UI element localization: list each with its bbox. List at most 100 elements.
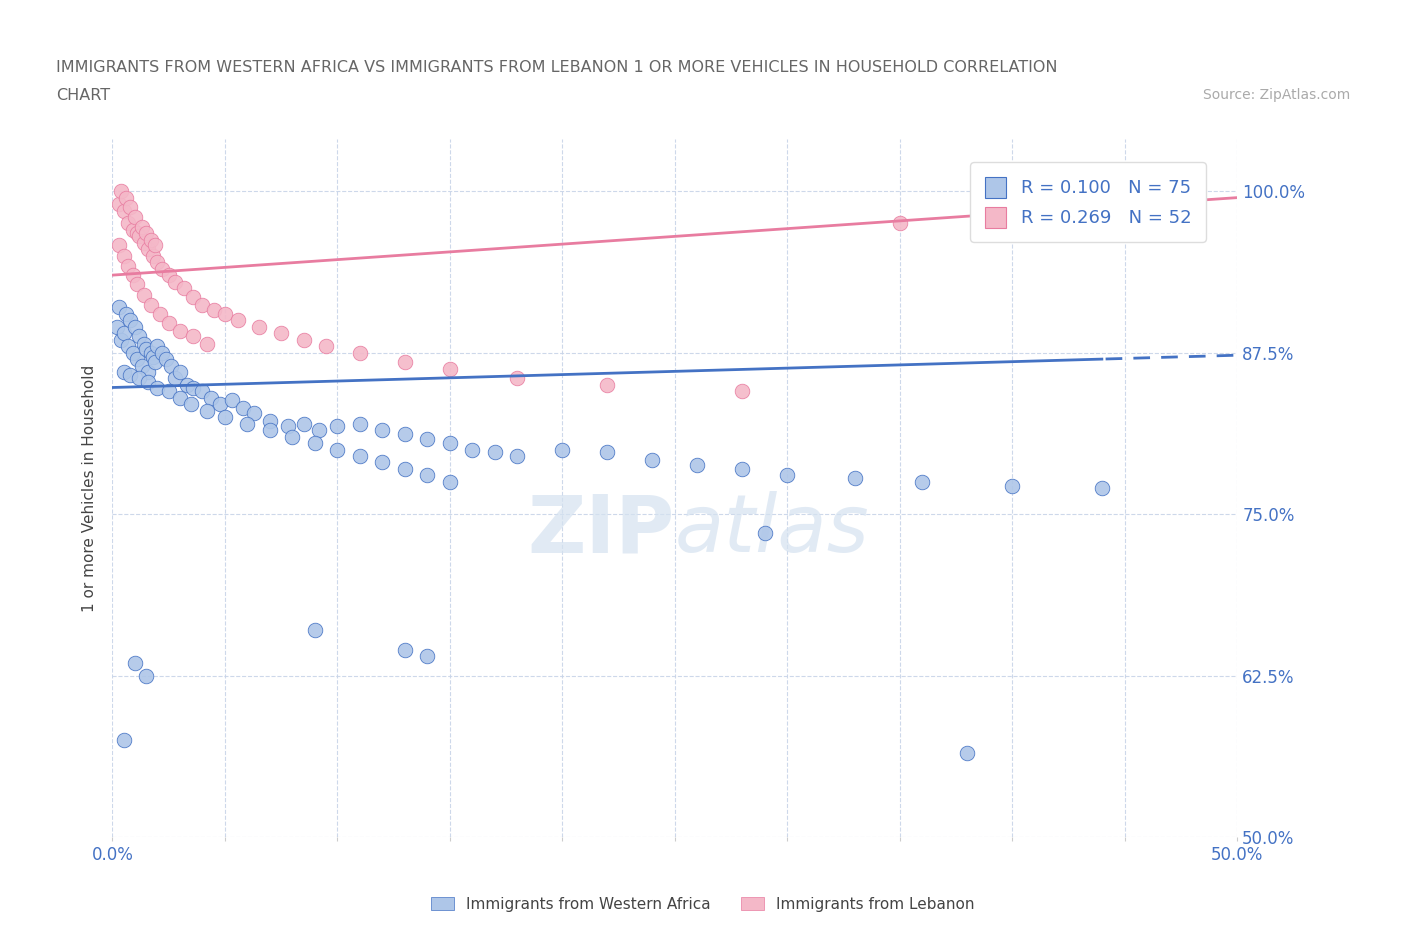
Point: [165, 274, 187, 289]
Point: [911, 474, 934, 489]
Point: [108, 238, 131, 253]
Point: [304, 435, 326, 450]
Point: [349, 448, 371, 463]
Legend: R = 0.100   N = 75, R = 0.269   N = 52: R = 0.100 N = 75, R = 0.269 N = 52: [970, 163, 1206, 242]
Point: [138, 375, 160, 390]
Point: [641, 452, 664, 467]
Point: [371, 455, 394, 470]
Point: [326, 442, 349, 457]
Point: [731, 384, 754, 399]
Point: [191, 384, 214, 399]
Point: [371, 423, 394, 438]
Point: [551, 442, 574, 457]
Point: [461, 442, 484, 457]
Point: [160, 358, 183, 373]
Point: [315, 339, 337, 353]
Point: [121, 268, 143, 283]
Point: [108, 196, 131, 211]
Point: [221, 393, 243, 408]
Point: [281, 429, 304, 444]
Point: [439, 362, 461, 377]
Point: [416, 432, 439, 446]
Point: [180, 397, 202, 412]
Point: [124, 319, 146, 334]
Point: [112, 365, 135, 379]
Point: [127, 352, 149, 366]
Point: [202, 302, 225, 317]
Point: [416, 468, 439, 483]
Point: [150, 345, 173, 360]
Point: [349, 345, 371, 360]
Point: [117, 216, 139, 231]
Point: [596, 445, 619, 459]
Text: ZIP: ZIP: [527, 491, 675, 569]
Point: [349, 417, 371, 432]
Point: [247, 319, 270, 334]
Point: [150, 261, 173, 276]
Point: [844, 471, 866, 485]
Point: [157, 315, 180, 330]
Point: [124, 656, 146, 671]
Point: [270, 326, 292, 340]
Point: [292, 417, 315, 432]
Point: [142, 248, 165, 263]
Point: [112, 326, 135, 340]
Point: [326, 418, 349, 433]
Point: [131, 358, 153, 373]
Point: [956, 746, 979, 761]
Point: [135, 341, 157, 356]
Point: [169, 365, 191, 379]
Point: [108, 300, 131, 315]
Point: [132, 235, 155, 250]
Text: CHART: CHART: [56, 88, 110, 103]
Y-axis label: 1 or more Vehicles in Household: 1 or more Vehicles in Household: [82, 365, 97, 612]
Point: [731, 461, 754, 476]
Point: [115, 307, 138, 322]
Point: [209, 397, 232, 412]
Point: [139, 298, 162, 312]
Text: Source: ZipAtlas.com: Source: ZipAtlas.com: [1202, 88, 1350, 102]
Point: [200, 391, 222, 405]
Point: [754, 526, 776, 541]
Point: [183, 380, 205, 395]
Point: [169, 324, 191, 339]
Point: [139, 345, 162, 360]
Point: [132, 287, 155, 302]
Point: [277, 418, 299, 433]
Point: [169, 391, 191, 405]
Point: [686, 458, 709, 472]
Point: [120, 367, 142, 382]
Point: [146, 339, 169, 353]
Point: [416, 649, 439, 664]
Point: [121, 222, 143, 237]
Point: [138, 242, 160, 257]
Point: [135, 225, 157, 240]
Point: [439, 474, 461, 489]
Point: [1114, 199, 1136, 214]
Point: [127, 277, 149, 292]
Point: [157, 268, 180, 283]
Point: [155, 352, 177, 366]
Point: [228, 312, 250, 327]
Point: [214, 410, 236, 425]
Point: [1091, 481, 1114, 496]
Point: [165, 371, 187, 386]
Point: [259, 414, 281, 429]
Point: [117, 259, 139, 273]
Point: [394, 643, 416, 658]
Point: [127, 225, 149, 240]
Point: [146, 255, 169, 270]
Point: [128, 229, 150, 244]
Point: [232, 401, 254, 416]
Point: [183, 289, 205, 304]
Point: [308, 423, 330, 438]
Point: [149, 307, 172, 322]
Point: [176, 378, 198, 392]
Point: [105, 319, 128, 334]
Point: [304, 623, 326, 638]
Point: [124, 209, 146, 224]
Point: [135, 668, 157, 683]
Text: atlas: atlas: [675, 491, 870, 569]
Point: [195, 404, 218, 418]
Point: [243, 405, 266, 420]
